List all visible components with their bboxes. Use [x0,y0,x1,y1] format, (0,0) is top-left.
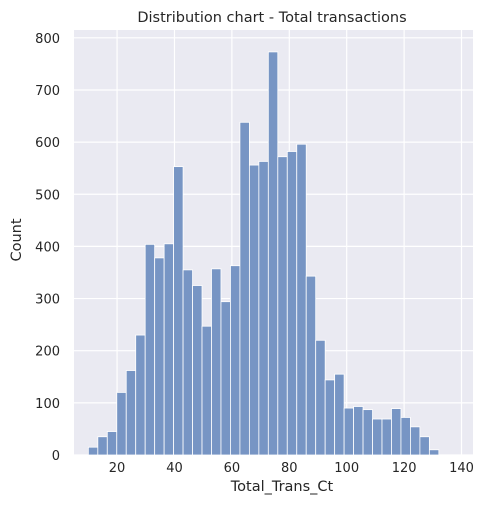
histogram-bar [182,269,193,456]
histogram-bar [334,373,345,456]
histogram-bar [419,436,430,456]
histogram-bar [87,446,99,456]
y-tick-label: 300 [35,293,60,308]
y-tick-label: 200 [35,345,60,360]
histogram-bar [258,161,269,456]
histogram-bar [116,392,127,456]
x-tick-label: 20 [109,461,126,476]
x-tick-labels: 20 40 60 80 100 120 140 [109,461,474,476]
histogram-bar [201,325,212,456]
histogram-bar [248,164,260,456]
histogram-bar [267,51,279,456]
histogram-bar [324,379,336,456]
histogram-bar [135,334,146,456]
y-tick-label: 600 [35,136,60,151]
y-tick-label: 0 [52,449,60,464]
histogram-bar [106,431,118,456]
histogram-bar [410,426,421,456]
histogram-bar [211,268,222,456]
histogram-bar [144,243,156,456]
histogram-bar [286,151,298,456]
y-tick-label: 700 [35,84,60,99]
x-tick-label: 80 [281,461,298,476]
histogram-bar [230,265,241,456]
histogram-bar [154,257,165,456]
y-tick-label: 800 [35,32,60,47]
x-tick-label: 120 [392,461,417,476]
histogram-bar [305,275,317,456]
histogram-bar [239,121,250,456]
histogram-bar [192,285,203,456]
y-tick-label: 400 [35,240,60,255]
histogram-bar [220,301,231,456]
x-axis-label: Total_Trans_Ct [230,479,334,495]
histogram-bar [428,449,440,456]
histogram-bar [381,418,392,456]
y-tick-labels: 0 100 200 300 400 500 600 700 800 [35,32,60,464]
y-tick-label: 500 [35,188,60,203]
x-tick-label: 40 [166,461,183,476]
histogram-bar [343,407,354,456]
histogram-bar [372,418,383,456]
histogram-bar [163,243,175,456]
bars-layer [87,51,440,456]
x-tick-label: 140 [449,461,474,476]
histogram-bar [173,166,184,456]
histogram-bar [353,406,364,456]
y-tick-label: 100 [35,397,60,412]
x-tick-label: 100 [334,461,359,476]
x-tick-label: 60 [224,461,241,476]
histogram-bar [400,417,411,456]
histogram-bar [315,339,326,456]
y-axis-label: Count [9,218,25,261]
histogram-bar [296,143,307,456]
histogram-bar [97,436,108,456]
histogram-bar [277,156,288,456]
histogram-bar [362,409,373,456]
histogram-bar [391,408,402,456]
histogram-bar [125,370,137,456]
chart-title: Distribution chart - Total transactions [137,10,406,26]
